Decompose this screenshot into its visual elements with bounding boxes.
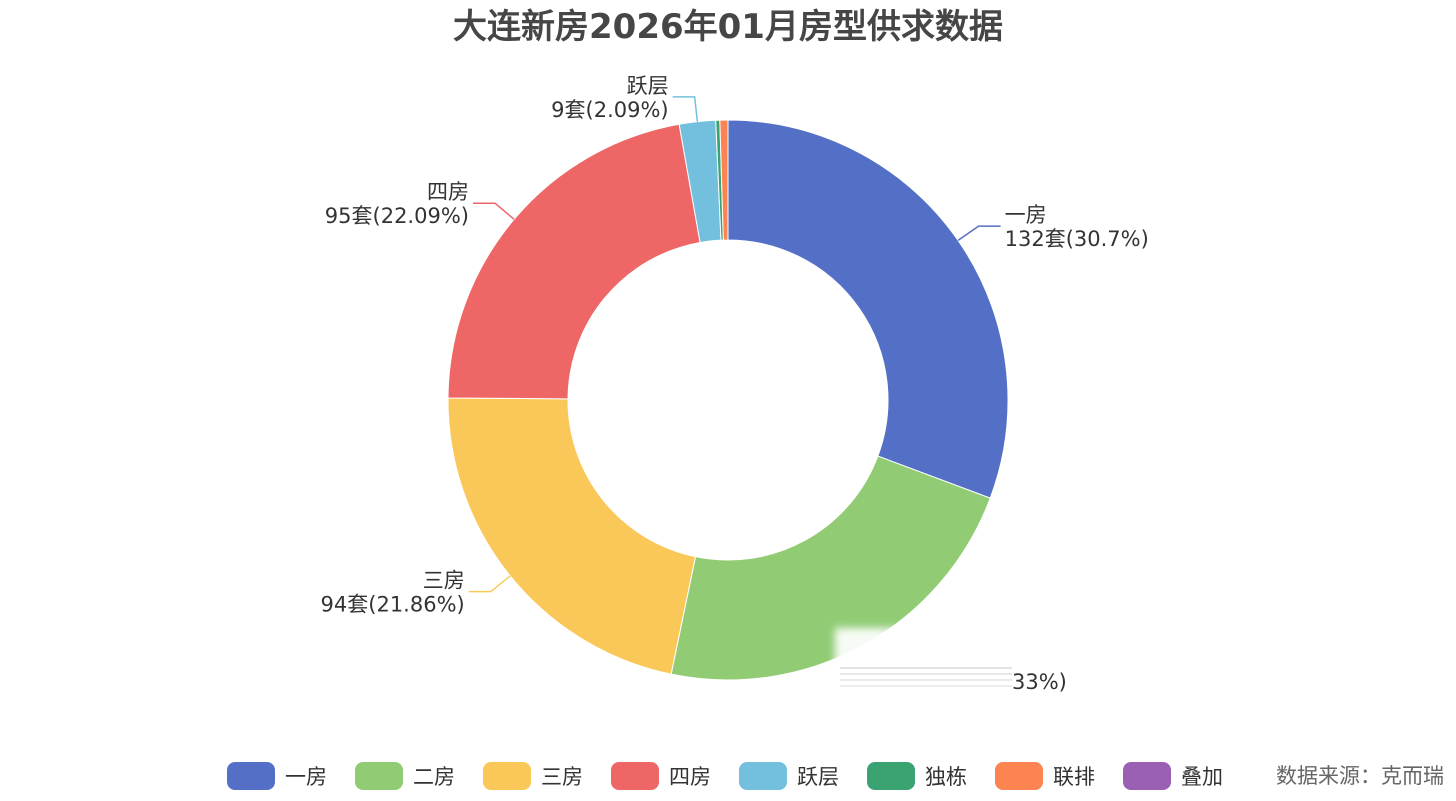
donut-slice-slice-7[interactable] xyxy=(719,119,729,241)
label-name-slice-3: 三房 xyxy=(423,569,465,593)
slices-layer xyxy=(447,119,1009,681)
legend-swatch xyxy=(227,762,275,790)
legend-label: 二房 xyxy=(413,765,455,789)
legend-item-slice-8[interactable]: 叠加 xyxy=(1123,762,1223,790)
label-value-slice-3: 94套(21.86%) xyxy=(321,593,465,617)
leader-line-slice-5 xyxy=(672,96,699,122)
legend-swatch xyxy=(867,762,915,790)
legend-swatch xyxy=(1123,762,1171,790)
legend-swatch xyxy=(739,762,787,790)
leader-line-slice-1 xyxy=(957,225,1001,242)
legend-label: 独栋 xyxy=(925,765,967,789)
label-name-slice-5: 跃层 xyxy=(627,74,669,98)
legend-item-slice-6[interactable]: 独栋 xyxy=(867,762,967,790)
donut-slice-slice-2[interactable] xyxy=(670,455,991,681)
label-value-slice-1: 132套(30.7%) xyxy=(1005,227,1149,251)
legend-label: 联排 xyxy=(1053,765,1095,789)
label-name-slice-4: 四房 xyxy=(427,180,469,204)
leader-line-slice-4 xyxy=(472,202,515,220)
legend-swatch xyxy=(355,762,403,790)
donut-slice-slice-3[interactable] xyxy=(447,397,697,675)
legend-item-slice-4[interactable]: 四房 xyxy=(611,762,711,790)
blur-patch xyxy=(835,628,1020,706)
obscured-label-fragment: 33%) xyxy=(1012,670,1067,694)
donut-slice-slice-1[interactable] xyxy=(727,119,1009,499)
source-note: 数据来源：克而瑞 xyxy=(1276,764,1444,788)
donut-slice-slice-4[interactable] xyxy=(447,123,701,400)
chart-title: 大连新房2026年01月房型供求数据 xyxy=(453,7,1003,47)
legend-item-slice-5[interactable]: 跃层 xyxy=(739,762,839,790)
label-value-slice-4: 95套(22.09%) xyxy=(325,204,469,228)
legend-swatch xyxy=(483,762,531,790)
legend-label: 四房 xyxy=(669,765,711,789)
label-value-slice-5: 9套(2.09%) xyxy=(551,98,668,122)
legend-item-slice-2[interactable]: 二房 xyxy=(355,762,455,790)
legend: 一房 二房 三房 四房 跃层 独栋 联排 叠加 xyxy=(227,762,1223,790)
legend-item-slice-1[interactable]: 一房 xyxy=(227,762,327,790)
legend-item-slice-7[interactable]: 联排 xyxy=(995,762,1095,790)
legend-label: 叠加 xyxy=(1181,765,1223,789)
legend-swatch xyxy=(995,762,1043,790)
legend-label: 三房 xyxy=(541,765,583,789)
label-name-slice-1: 一房 xyxy=(1005,203,1047,227)
blurred-overlay: 33%) xyxy=(835,628,1067,706)
legend-label: 一房 xyxy=(285,765,327,789)
legend-label: 跃层 xyxy=(797,765,839,789)
leader-line-slice-3 xyxy=(468,575,511,593)
legend-item-slice-3[interactable]: 三房 xyxy=(483,762,583,790)
legend-swatch xyxy=(611,762,659,790)
